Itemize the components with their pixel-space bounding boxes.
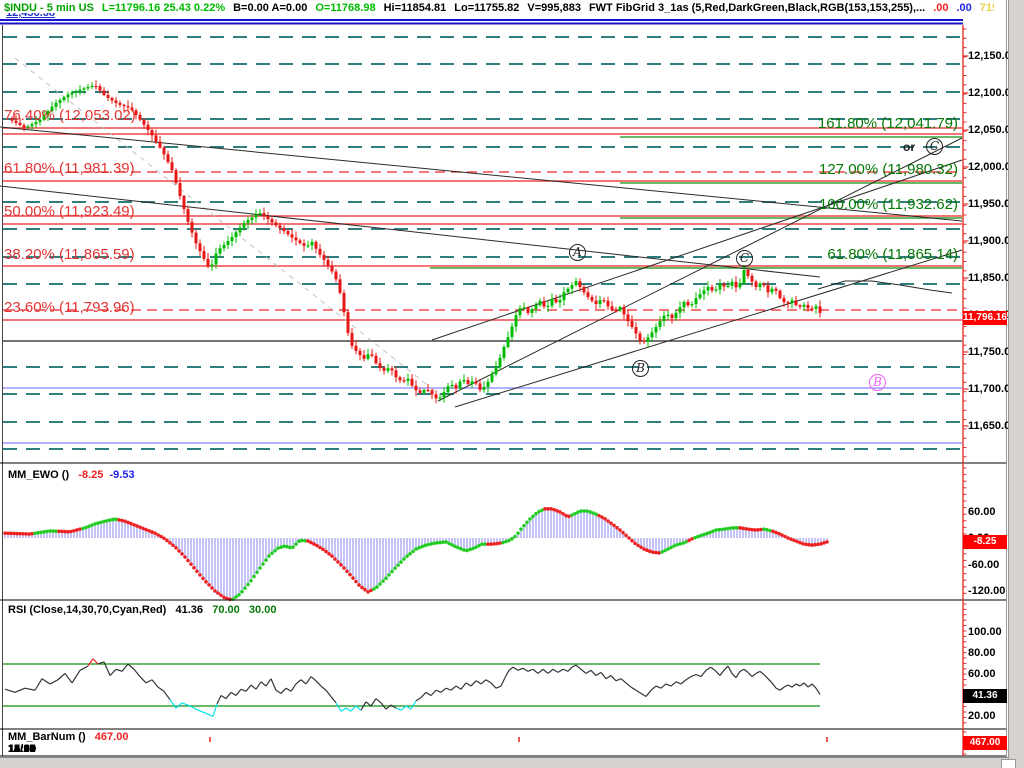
fib-retracement-label: 76.40% (12,053.02) — [4, 106, 136, 124]
rsi-axis-label: 100.00 — [968, 626, 1002, 638]
rsi-axis-label: 80.00 — [968, 647, 996, 659]
time-axis-label: 13:00 — [7, 743, 37, 755]
title-segment-5: Lo=11755.82 — [454, 2, 520, 14]
ewo-axis-label: -120.00 — [968, 585, 1006, 597]
rsi-level-low: 30.00 — [248, 604, 277, 616]
time-axis-label: 14:00 — [7, 743, 37, 755]
wave-label-b: B — [869, 374, 886, 391]
title-segment-2: B=0.00 A=0.00 — [233, 2, 308, 14]
wave-label-c: C — [736, 250, 753, 267]
time-axis-label: 13:00 — [7, 743, 37, 755]
price-axis-label: 11,650.00 — [968, 420, 1017, 432]
barnum-value: 467.00 — [94, 731, 129, 743]
time-axis-label: 11:00 — [8, 743, 36, 755]
wave-label-a: A — [569, 244, 586, 261]
time-axis-label: 14:00 — [7, 743, 37, 755]
ewo-value-blue: -9.53 — [109, 469, 135, 481]
title-bar: $INDU - 5 min US L=11796.16 25.43 0.22% B=… — [4, 2, 994, 17]
window-right-strip — [1008, 0, 1024, 768]
fib-retracement-label: 38.20% (11,865.59) — [4, 245, 135, 263]
fib-extension-label: 161.80% (12,041.79) — [817, 115, 958, 133]
price-axis-label: 11,900.00 — [968, 235, 1017, 247]
title-segment-3: O=11768.98 — [315, 2, 376, 14]
price-axis-label: 11,700.00 — [968, 383, 1017, 395]
barnum-name: MM_BarNum () — [8, 731, 86, 743]
fib-retracement-label: 61.80% (11,981.39) — [4, 159, 135, 177]
fib-extension-label: 127.00% (11,980.32) — [819, 160, 958, 178]
time-axis-label: 11/18 — [8, 743, 36, 755]
ewo-name: MM_EWO () — [8, 469, 70, 481]
rsi-value: 41.36 — [175, 604, 204, 616]
rsi-axis-label: 60.00 — [968, 668, 996, 680]
clipped-price-label: 12,456.38 — [6, 13, 96, 20]
ewo-indicator-label: MM_EWO () -8.25 -9.53 — [8, 469, 135, 481]
price-axis-label: 12,000.00 — [968, 161, 1017, 173]
wave-label-b: B — [632, 360, 649, 377]
wave-label-c: C — [926, 138, 943, 155]
title-segment-10: 7197 ... — [979, 2, 994, 14]
ewo-axis-label: -60.00 — [968, 559, 1000, 571]
time-axis-label: 15:00 — [7, 743, 37, 755]
title-segment-8: .00 — [933, 2, 949, 14]
price-axis-label: 11,850.00 — [968, 272, 1017, 284]
fib-extension-label: 100.00% (11,932.62) — [819, 196, 958, 214]
time-axis-label: 12:00 — [7, 743, 37, 755]
time-axis-label: 11:00 — [8, 743, 36, 755]
time-axis-label: 12:00 — [7, 743, 37, 755]
fib-retracement-label: 23.60% (11,793.96) — [4, 298, 135, 316]
clipped-price-text: 12,456.38 — [6, 13, 55, 19]
time-axis-label: 11/21 — [8, 743, 36, 755]
ewo-axis-label: 60.00 — [968, 506, 996, 518]
barnum-indicator-label: MM_BarNum () 467.00 — [8, 731, 128, 743]
time-axis-label: 15:00 — [7, 743, 37, 755]
title-segment-0: $INDU - 5 min US — [4, 2, 94, 14]
title-segment-7: FWT FibGrid 3_1as (5,Red,DarkGreen,Black… — [588, 2, 926, 14]
last-price-box: 11,796.16 — [963, 311, 1007, 325]
fib-extension-label: 61.80% (11,865.14) — [827, 245, 958, 263]
title-segment-4: Hi=11854.81 — [383, 2, 447, 14]
time-axis-label: 14:00 — [7, 743, 37, 755]
price-axis-label: 12,150.00 — [968, 50, 1017, 62]
price-axis-label: 12,050.00 — [968, 124, 1017, 136]
rsi-value-box: 41.36 — [963, 689, 1007, 703]
title-segment-1: L=11796.16 25.43 0.22% — [101, 2, 226, 14]
fib-retracement-label: 50.00% (11,923.49) — [4, 202, 135, 220]
rsi-indicator-label: RSI (Close,14,30,70,Cyan,Red) 41.36 70.0… — [8, 604, 276, 616]
scroll-box[interactable] — [1001, 759, 1016, 768]
time-axis-label: 15:00 — [7, 743, 37, 755]
price-axis-label: 12,100.00 — [968, 87, 1017, 99]
time-axis-label: 12:00 — [7, 743, 37, 755]
rsi-level-high: 70.00 — [212, 604, 240, 616]
rsi-name: RSI (Close,14,30,70,Cyan,Red) — [8, 604, 167, 616]
barnum-value-box: 467.00 — [963, 736, 1007, 750]
time-axis-label: 13:00 — [7, 743, 37, 755]
title-segment-6: V=995,883 — [527, 2, 581, 14]
window-bottom-strip — [0, 757, 1008, 768]
wave-or-label: or — [903, 140, 915, 154]
time-axis-label: 11:00 — [8, 743, 36, 755]
rsi-axis-label: 20.00 — [968, 710, 996, 722]
title-segment-9: .00 — [956, 2, 972, 14]
ewo-value-box: -8.25 — [963, 535, 1007, 549]
ewo-value-red: -8.25 — [78, 469, 104, 481]
time-axis-label: 11/17 — [8, 743, 36, 755]
price-axis-label: 11,750.00 — [968, 346, 1017, 358]
price-axis-label: 11,950.00 — [968, 198, 1017, 210]
